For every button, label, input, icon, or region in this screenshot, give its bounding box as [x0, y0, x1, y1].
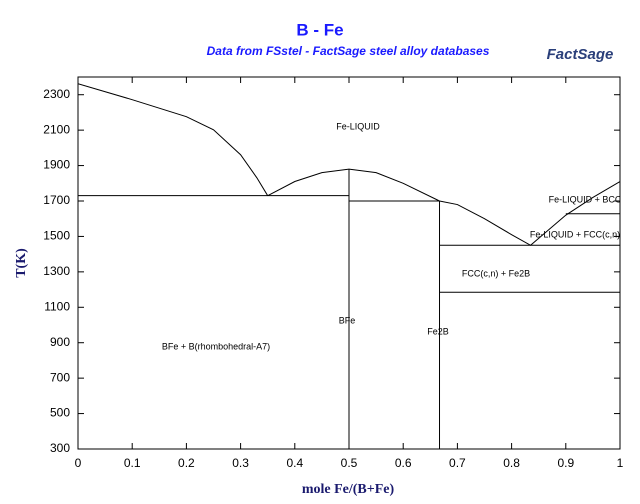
x-tick-label: 0.4 — [286, 456, 303, 470]
phase-boundary — [267, 168, 440, 202]
region-label: BFe + B(rhombohedral-A7) — [162, 341, 270, 351]
y-tick-label: 2300 — [43, 87, 70, 101]
region-label: FCC(c,n) + Fe2B — [462, 268, 530, 278]
x-tick-label: 0.9 — [557, 456, 574, 470]
phase-boundary — [439, 181, 620, 246]
y-tick-label: 500 — [50, 406, 70, 420]
y-tick-label: 900 — [50, 335, 70, 349]
x-tick-label: 0.3 — [232, 456, 249, 470]
x-tick-label: 0.1 — [124, 456, 141, 470]
y-tick-label: 1100 — [44, 299, 70, 313]
y-tick-label: 700 — [50, 370, 70, 384]
region-label: Fe2B — [427, 326, 449, 336]
y-tick-label: 1300 — [43, 264, 70, 278]
x-tick-label: 0.8 — [503, 456, 520, 470]
x-tick-label: 0.7 — [449, 456, 466, 470]
y-tick-label: 1500 — [43, 229, 70, 243]
chart-title: B - Fe — [296, 20, 343, 39]
y-tick-label: 1900 — [43, 158, 70, 172]
region-label: BFe — [339, 315, 356, 325]
region-label: Fe-LIQUID + BCC_A2 — [549, 194, 638, 204]
x-tick-label: 0 — [75, 456, 82, 470]
phase-boundary — [78, 83, 269, 196]
x-tick-label: 1 — [617, 456, 624, 470]
chart-subtitle: Data from FSstel - FactSage steel alloy … — [207, 44, 490, 58]
logo: FactSage — [547, 46, 614, 63]
x-axis-label: mole Fe/(B+Fe) — [302, 482, 395, 497]
region-label: Fe-LIQUID — [336, 121, 380, 131]
x-tick-label: 0.2 — [178, 456, 195, 470]
region-label: Fe-LIQUID + FCC(c,n) — [530, 229, 620, 239]
y-axis-label: T(K) — [14, 248, 29, 278]
y-tick-label: 1700 — [43, 193, 70, 207]
x-tick-label: 0.6 — [395, 456, 412, 470]
y-tick-label: 300 — [50, 441, 70, 455]
y-tick-label: 2100 — [43, 122, 70, 136]
x-tick-label: 0.5 — [341, 456, 358, 470]
